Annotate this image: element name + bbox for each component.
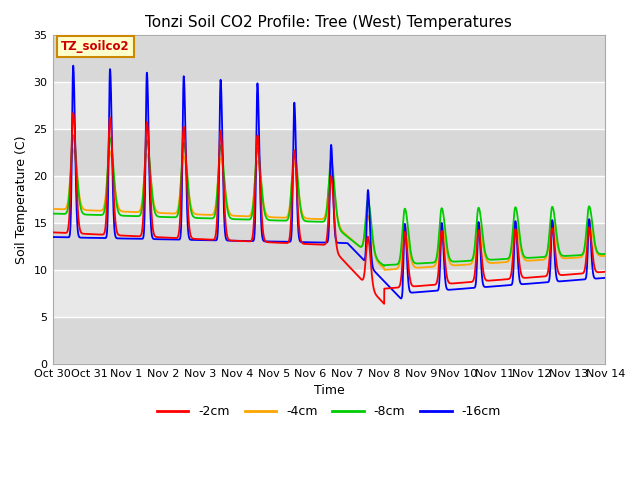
Bar (52, 36, 605, 82)
Bar (52, 270, 605, 317)
Legend: -2cm, -4cm, -8cm, -16cm: -2cm, -4cm, -8cm, -16cm (152, 400, 506, 423)
Bar (52, 82, 605, 129)
Bar (52, 317, 605, 364)
X-axis label: Time: Time (314, 384, 344, 397)
Text: TZ_soilco2: TZ_soilco2 (61, 40, 129, 53)
Title: Tonzi Soil CO2 Profile: Tree (West) Temperatures: Tonzi Soil CO2 Profile: Tree (West) Temp… (145, 15, 513, 30)
Bar (52, 129, 605, 176)
Bar (52, 176, 605, 223)
Bar (52, 223, 605, 270)
Y-axis label: Soil Temperature (C): Soil Temperature (C) (15, 135, 28, 264)
